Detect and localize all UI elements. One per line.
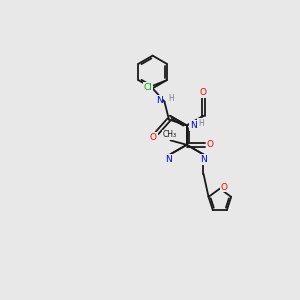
Text: H: H — [198, 118, 204, 127]
Text: H: H — [168, 94, 174, 103]
Text: Cl: Cl — [144, 83, 153, 92]
Text: CH₃: CH₃ — [163, 130, 177, 140]
Text: O: O — [206, 140, 214, 149]
Text: N: N — [156, 96, 163, 105]
Text: O: O — [200, 88, 207, 97]
Text: O: O — [221, 183, 228, 192]
Text: N: N — [190, 121, 197, 130]
Text: N: N — [165, 155, 172, 164]
Text: N: N — [200, 155, 207, 164]
Text: O: O — [150, 133, 157, 142]
